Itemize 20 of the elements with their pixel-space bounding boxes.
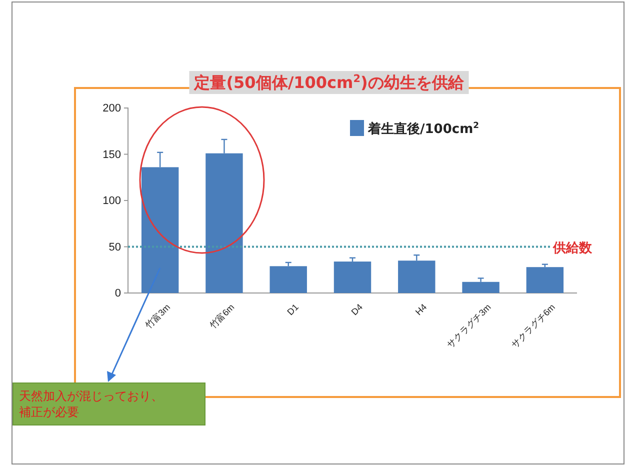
x-tick-label: サクラグチ6m xyxy=(509,302,557,350)
bar xyxy=(334,262,372,293)
ref-line-label: 供給数 xyxy=(552,240,593,256)
legend-label: 着生直後/100cm$^{2}$ xyxy=(367,120,480,137)
x-tick-label: 竹富3m xyxy=(143,302,172,331)
x-tick-label: D1 xyxy=(285,302,300,318)
bar xyxy=(270,266,307,293)
y-tick-label: 100 xyxy=(102,195,121,208)
y-tick-label: 0 xyxy=(114,288,121,300)
x-tick-label: H4 xyxy=(413,302,429,318)
text: 天然加入が混じっており、補正が必要 xyxy=(19,389,163,419)
x-tick-label: 竹富6m xyxy=(208,302,236,331)
bar xyxy=(526,267,564,293)
y-tick-label: 50 xyxy=(108,241,121,254)
y-tick-label: 150 xyxy=(102,148,121,161)
y-tick-label: 200 xyxy=(102,102,121,115)
bar xyxy=(462,282,500,293)
x-tick-label: サクラグチ3m xyxy=(445,302,493,350)
x-tick-label: D4 xyxy=(349,302,365,318)
chart-title: 定量(50個体/100cm$^{2}$)の幼生を供給 xyxy=(193,73,465,92)
